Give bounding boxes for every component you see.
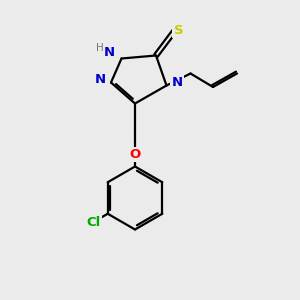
Text: N: N [95,73,106,86]
Text: H: H [96,43,104,53]
Text: N: N [104,46,115,59]
Text: S: S [174,23,183,37]
Text: O: O [129,148,141,161]
Text: N: N [171,76,183,89]
Text: Cl: Cl [86,216,101,230]
